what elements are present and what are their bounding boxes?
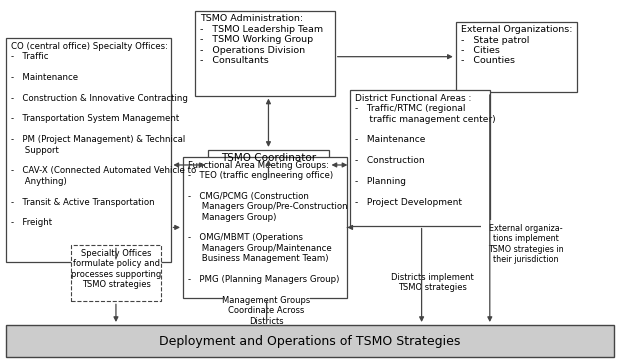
Text: External organiza-
tions implement
TSMO strategies in
their jurisdiction: External organiza- tions implement TSMO …	[488, 224, 563, 264]
Text: CO (central office) Specialty Offices:
-   Traffic

-   Maintenance

-   Constru: CO (central office) Specialty Offices: -…	[11, 42, 197, 227]
Text: Districts implement
TSMO strategies: Districts implement TSMO strategies	[391, 273, 474, 292]
Bar	[183, 157, 347, 298]
Bar	[6, 325, 614, 357]
Text: TSMO Coordinator: TSMO Coordinator	[221, 153, 316, 164]
Text: Functional Area Meeting Groups:
-   TEO (traffic engineering office)

-   CMG/PC: Functional Area Meeting Groups: - TEO (t…	[188, 161, 347, 284]
Text: External Organizations:
-   State patrol
-   Cities
-   Counties: External Organizations: - State patrol -…	[461, 25, 572, 65]
Bar	[480, 220, 570, 264]
Bar	[223, 292, 310, 323]
Bar	[456, 22, 577, 92]
Bar	[391, 269, 474, 301]
Bar	[71, 245, 161, 301]
Bar	[208, 150, 329, 180]
Bar	[195, 11, 335, 96]
Bar	[6, 38, 170, 262]
Text: District Functional Areas :
-   Traffic/RTMC (regional
     traffic management c: District Functional Areas : - Traffic/RT…	[355, 94, 496, 207]
Text: TSMO Administration:
-   TSMO Leadership Team
-   TSMO Working Group
-   Operati: TSMO Administration: - TSMO Leadership T…	[200, 14, 324, 65]
Text: Specialty Offices
formulate policy and
processes supporting
TSMO strategies: Specialty Offices formulate policy and p…	[71, 249, 161, 289]
Text: Management Groups
Coordinate Across
Districts: Management Groups Coordinate Across Dist…	[223, 296, 311, 326]
Bar	[350, 90, 490, 226]
Text: Deployment and Operations of TSMO Strategies: Deployment and Operations of TSMO Strate…	[159, 335, 461, 348]
